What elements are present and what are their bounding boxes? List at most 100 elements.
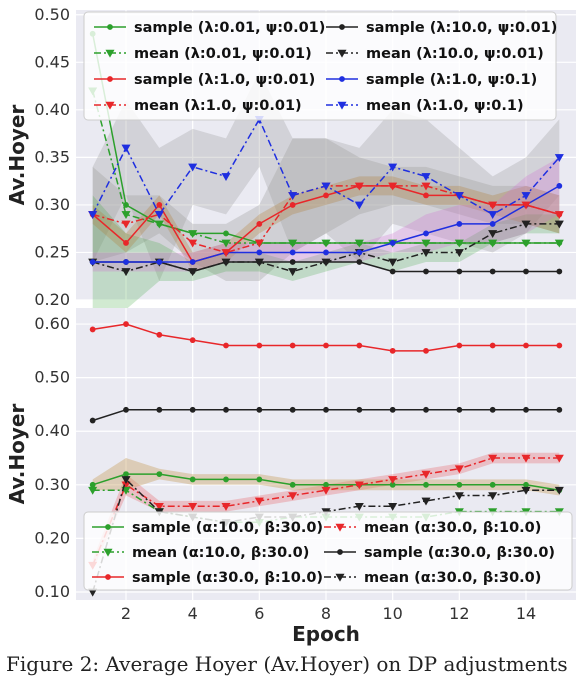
bottom-legend-marker bbox=[335, 573, 345, 582]
top-legend-marker bbox=[339, 76, 345, 82]
top-ytick-label: 0.30 bbox=[34, 195, 70, 214]
top-data-point bbox=[556, 268, 563, 275]
top-legend-marker bbox=[339, 24, 345, 30]
figure-caption: Figure 2: Average Hoyer (Av.Hoyer) on DP… bbox=[6, 652, 568, 676]
top-data-point bbox=[323, 249, 329, 256]
top-data-point bbox=[523, 268, 529, 275]
top-data-point bbox=[354, 239, 364, 248]
top-data-point bbox=[188, 268, 198, 277]
top-data-point bbox=[188, 163, 198, 172]
top-series-7 bbox=[88, 116, 564, 220]
top-data-point bbox=[123, 240, 129, 246]
bottom-data-point bbox=[123, 406, 129, 413]
top-data-point bbox=[554, 211, 564, 220]
top-data-point bbox=[256, 249, 263, 256]
top-data-point bbox=[354, 201, 364, 210]
bottom-ytick-label: 0.40 bbox=[34, 421, 70, 440]
bottom-data-point bbox=[223, 476, 229, 483]
top-data-point bbox=[221, 239, 231, 248]
top-data-point bbox=[289, 249, 296, 256]
top-data-point bbox=[554, 154, 564, 162]
bottom-legend-marker bbox=[337, 549, 343, 555]
bottom-data-point bbox=[89, 417, 96, 424]
bottom-data-point bbox=[354, 481, 364, 490]
bottom-data-point bbox=[423, 406, 429, 413]
top-data-point bbox=[388, 258, 398, 267]
top-legend-marker bbox=[105, 101, 115, 110]
top-data-point bbox=[154, 211, 164, 220]
top-legend-marker bbox=[107, 24, 113, 30]
bottom-data-point bbox=[289, 481, 296, 488]
bottom-data-point bbox=[156, 471, 163, 477]
bottom-data-point bbox=[189, 337, 196, 344]
top-data-point bbox=[221, 249, 231, 258]
bottom-xtick-label: 2 bbox=[121, 604, 131, 623]
bottom-data-point bbox=[454, 492, 464, 501]
top-data-point bbox=[188, 239, 198, 248]
bottom-series-3 bbox=[89, 406, 563, 424]
top-data-point bbox=[489, 268, 496, 275]
top-data-point bbox=[223, 230, 229, 237]
bottom-data-point bbox=[323, 406, 329, 413]
bottom-data-point bbox=[188, 502, 198, 511]
top-data-point bbox=[121, 144, 131, 153]
bottom-legend-label: mean (α:10.0, β:30.0) bbox=[132, 545, 309, 561]
bottom-data-point bbox=[256, 406, 263, 413]
top-data-point bbox=[356, 249, 363, 256]
top-data-point bbox=[188, 230, 198, 239]
top-legend-marker bbox=[105, 49, 115, 58]
bottom-data-point bbox=[554, 454, 564, 463]
top-data-point bbox=[454, 239, 464, 248]
bottom-ytick-label: 0.50 bbox=[34, 368, 70, 387]
bottom-data-point bbox=[354, 502, 364, 511]
bottom-data-point bbox=[289, 406, 296, 413]
bottom-data-point bbox=[321, 486, 331, 495]
top-data-point bbox=[389, 268, 396, 275]
bottom-data-point bbox=[523, 481, 529, 488]
top-data-point bbox=[288, 239, 298, 248]
top-legend-label: sample (λ:10.0, ψ:0.01) bbox=[366, 20, 557, 36]
top-data-point bbox=[454, 192, 464, 201]
bottom-xtick-label: 6 bbox=[254, 604, 264, 623]
top-legend-label: sample (λ:1.0, ψ:0.01) bbox=[134, 72, 315, 88]
bottom-data-point bbox=[489, 342, 496, 349]
bottom-data-point bbox=[223, 342, 229, 349]
bottom-xtick-label: 10 bbox=[382, 604, 402, 623]
bottom-data-point bbox=[221, 502, 231, 511]
bottom-data-point bbox=[89, 326, 96, 333]
top-data-point bbox=[488, 239, 498, 248]
top-data-point bbox=[456, 268, 463, 275]
bottom-ytick-label: 0.10 bbox=[34, 582, 70, 601]
bottom-data-point bbox=[323, 342, 329, 349]
top-data-point bbox=[423, 230, 429, 237]
bottom-data-point bbox=[323, 481, 329, 488]
top-legend-marker bbox=[337, 101, 347, 110]
top-data-point bbox=[421, 182, 431, 191]
bottom-data-point bbox=[521, 486, 531, 495]
bottom-data-point bbox=[89, 481, 96, 488]
top-data-point bbox=[123, 259, 129, 265]
top-data-point bbox=[154, 220, 164, 229]
bottom-data-point bbox=[521, 454, 531, 463]
bottom-ylabel: Av.Hoyer bbox=[5, 404, 29, 505]
top-data-point bbox=[489, 221, 496, 227]
bottom-data-point bbox=[423, 347, 429, 354]
bottom-grid bbox=[76, 308, 576, 600]
top-data-point bbox=[323, 192, 329, 199]
top-data-point bbox=[456, 221, 463, 227]
bottom-data-point bbox=[389, 406, 396, 413]
bottom-data-point bbox=[156, 406, 163, 413]
top-data-point bbox=[421, 249, 431, 258]
top-data-point bbox=[521, 220, 531, 229]
bottom-ytick-label: 0.60 bbox=[34, 314, 70, 333]
top-legend-label: mean (λ:0.01, ψ:0.01) bbox=[134, 46, 312, 62]
bottom-data-point bbox=[88, 486, 98, 495]
top-data-point bbox=[521, 239, 531, 248]
bottom-data-point bbox=[121, 486, 131, 495]
bottom-series-4 bbox=[89, 321, 563, 354]
bottom-data-point bbox=[454, 465, 464, 474]
top-data-point bbox=[221, 258, 231, 267]
top-data-point bbox=[156, 259, 163, 265]
top-legend-label: sample (λ:0.01, ψ:0.01) bbox=[134, 20, 325, 36]
bottom-legend-marker bbox=[105, 574, 111, 580]
